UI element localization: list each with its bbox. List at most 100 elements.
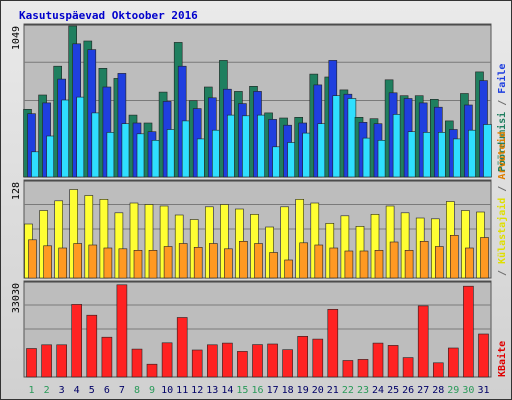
x-tick-label: 21 <box>327 385 339 396</box>
top-panel-legend-label: Pöördumisi / Faile <box>496 64 508 172</box>
bar <box>357 359 369 378</box>
bar <box>297 335 309 378</box>
bar <box>432 362 444 378</box>
bar <box>480 237 489 279</box>
bar <box>191 349 203 378</box>
bar <box>237 351 248 378</box>
x-tick-label: 8 <box>134 385 140 396</box>
bar <box>342 360 354 378</box>
x-tick-label: 7 <box>119 385 125 396</box>
y-tick-label: 33030 <box>11 283 22 313</box>
bar <box>269 252 278 279</box>
x-tick-label: 24 <box>372 385 384 396</box>
bar <box>224 248 233 279</box>
bar <box>161 342 173 378</box>
bar <box>447 347 459 378</box>
bar <box>163 246 173 279</box>
bar <box>118 248 128 279</box>
bar <box>46 135 55 178</box>
x-tick-label: 26 <box>402 385 414 396</box>
bar <box>28 239 37 279</box>
x-tick-label: 9 <box>149 385 155 396</box>
bar <box>402 357 414 378</box>
bar <box>41 344 52 378</box>
x-tick-label: 1 <box>28 385 34 396</box>
bar <box>434 246 444 279</box>
bar <box>73 243 82 279</box>
panel-middle: 128 <box>11 179 492 279</box>
bar <box>56 344 68 378</box>
x-tick-label: 20 <box>312 385 324 396</box>
bar <box>148 250 158 279</box>
bar <box>419 241 429 279</box>
bar <box>26 348 37 378</box>
bar <box>242 115 251 178</box>
bar <box>282 349 293 378</box>
bar <box>76 96 85 178</box>
bar <box>103 247 113 279</box>
bar <box>468 129 477 178</box>
bar <box>347 98 357 178</box>
x-tick-label: 18 <box>282 385 294 396</box>
bar <box>478 333 489 378</box>
x-tick-label: 5 <box>89 385 95 396</box>
x-tick-label: 11 <box>176 385 188 396</box>
bar <box>131 348 143 378</box>
bottom-panel-legend-label: KBaite <box>496 341 508 377</box>
legend-entry: Faile <box>496 64 508 94</box>
bar <box>449 235 459 279</box>
bar <box>121 123 131 178</box>
bar <box>88 244 98 279</box>
bar <box>193 247 203 279</box>
x-tick-label: 10 <box>161 385 173 396</box>
bar <box>452 138 462 178</box>
legend-entry: / <box>497 264 508 276</box>
x-tick-label: 12 <box>191 385 203 396</box>
bar <box>254 243 263 279</box>
bar <box>329 247 339 279</box>
y-tick-label: 128 <box>11 182 22 200</box>
bar <box>417 305 429 378</box>
legend-entry: Pöördumisi <box>496 112 508 172</box>
bar <box>146 363 158 378</box>
middle-panel-legend-label: / Külastajaid / Arvuteid <box>496 131 508 276</box>
bar <box>257 114 266 178</box>
x-tick-label: 4 <box>74 385 80 396</box>
x-tick-label: 30 <box>462 385 474 396</box>
bar <box>314 244 324 279</box>
bar <box>284 259 293 279</box>
bar <box>483 124 492 178</box>
legend-entry: KBaite <box>496 341 508 377</box>
bar <box>287 142 296 178</box>
x-tick-label: 22 <box>342 385 354 396</box>
chart-title: Kasutuspäevad Oktoober 2016 <box>19 9 198 22</box>
bar <box>176 317 188 378</box>
bar <box>222 342 233 378</box>
x-tick-label: 25 <box>387 385 399 396</box>
bar <box>299 242 309 279</box>
legend-entry: / <box>497 180 508 198</box>
bar <box>209 243 218 279</box>
x-tick-label: 28 <box>432 385 444 396</box>
x-tick-label: 13 <box>206 385 218 396</box>
x-tick-label: 23 <box>357 385 369 396</box>
chart-panels: 1049 128 33030 <box>11 23 492 378</box>
x-tick-label: 16 <box>251 385 263 396</box>
panel-bottom: 33030 <box>11 280 492 378</box>
x-tick-label: 14 <box>221 385 233 396</box>
bar <box>178 243 188 279</box>
bar <box>389 241 399 279</box>
bar <box>465 247 474 279</box>
bar <box>344 250 354 279</box>
bar <box>312 338 324 378</box>
bar <box>43 245 52 279</box>
bar <box>407 131 417 178</box>
legend-entry: Arvuteid <box>496 131 508 179</box>
bar <box>58 247 68 279</box>
x-axis-labels: 1 2 3 4 5 6 7 8 9 10 11 12 13 14 15 16 17 18 19 20 21 22 23 24 2… <box>28 385 489 396</box>
bar <box>86 314 98 378</box>
bar <box>133 250 143 279</box>
x-tick-label: 3 <box>59 385 65 396</box>
bar <box>239 241 248 279</box>
